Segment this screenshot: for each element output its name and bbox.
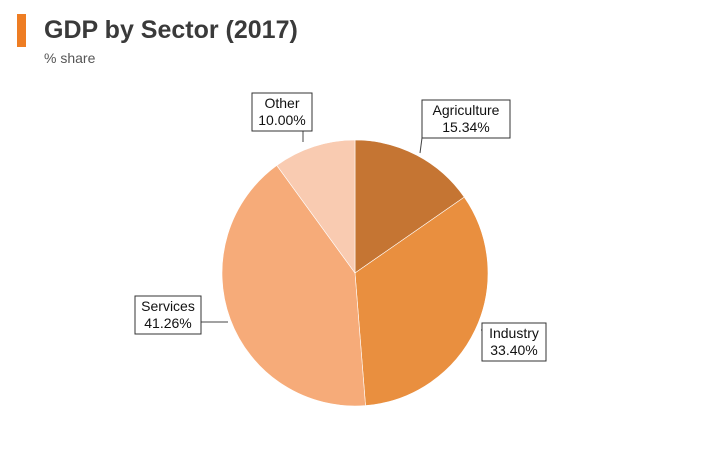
pie-slice-industry (354, 196, 489, 406)
callout-leader-agriculture (419, 137, 423, 154)
chart-subtitle: % share (44, 50, 96, 66)
slice-value-services: 41.26% (144, 315, 191, 331)
title-accent-bar (17, 14, 26, 47)
pie-slice-other (276, 139, 356, 274)
slice-label-industry: Industry (489, 325, 539, 341)
callout-box-agriculture (421, 99, 511, 139)
callout-box-services (134, 295, 202, 335)
slice-label-services: Services (141, 298, 195, 314)
slice-value-industry: 33.40% (490, 342, 537, 358)
slice-value-agriculture: 15.34% (442, 119, 489, 135)
slice-value-other: 10.00% (258, 112, 305, 128)
slice-label-agriculture: Agriculture (433, 102, 500, 118)
callout-box-other (251, 92, 313, 132)
chart-title: GDP by Sector (2017) (44, 16, 298, 44)
callout-box-industry (481, 322, 547, 362)
pie-slice-agriculture (354, 139, 465, 274)
slice-label-other: Other (264, 95, 299, 111)
pie-slice-services (221, 164, 366, 407)
